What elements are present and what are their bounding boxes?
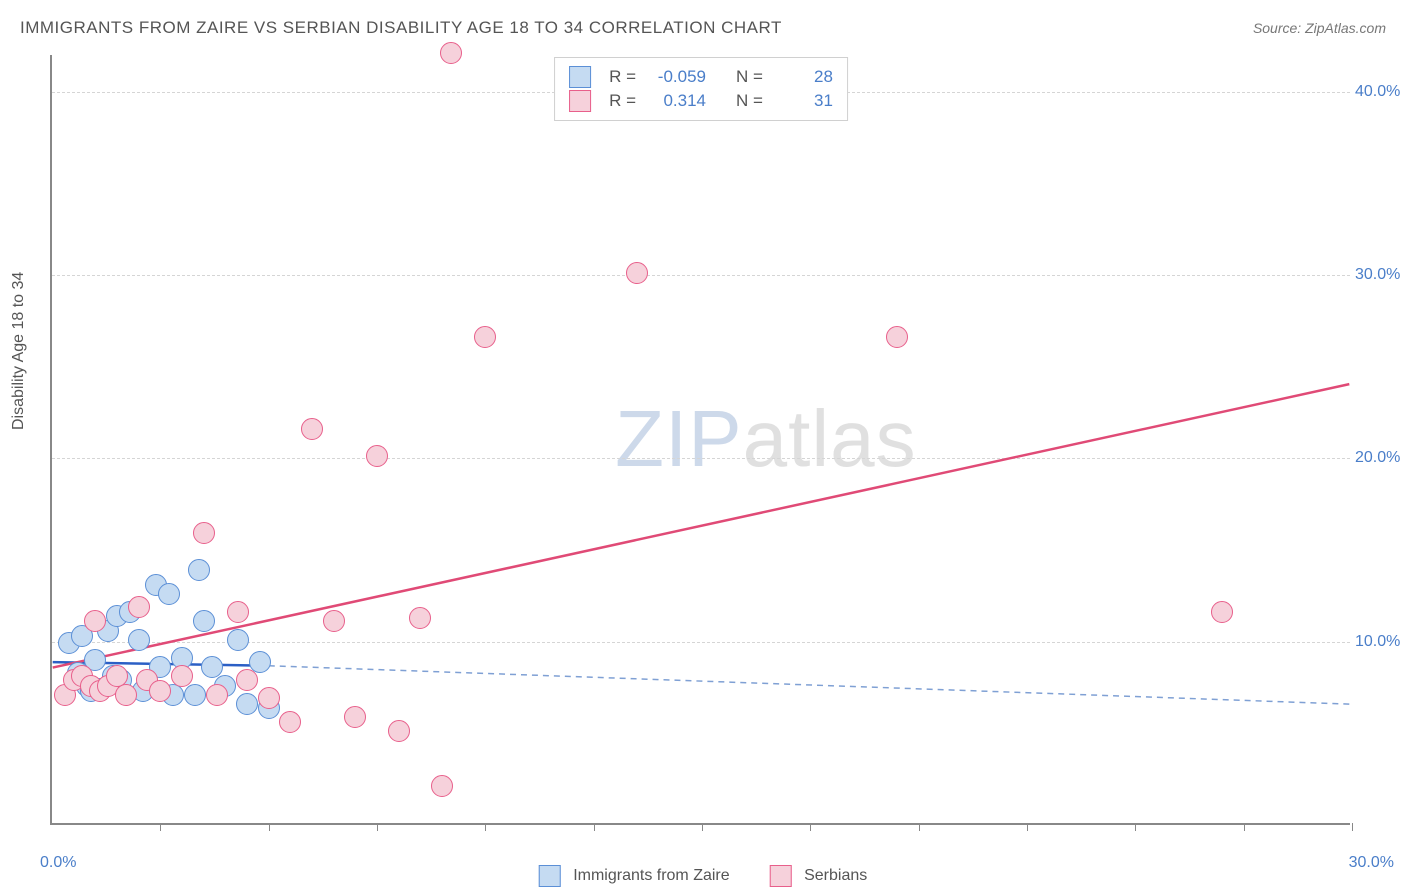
y-tick-label: 40.0% (1355, 83, 1406, 101)
data-point (149, 680, 171, 702)
data-point (409, 607, 431, 629)
data-point (344, 706, 366, 728)
data-point (323, 610, 345, 632)
source-attribution: Source: ZipAtlas.com (1253, 20, 1386, 36)
data-point (158, 583, 180, 605)
data-point (227, 601, 249, 623)
x-tick-mark (1135, 823, 1136, 831)
legend-swatch-series2 (569, 90, 591, 112)
legend-swatch-series1 (539, 865, 561, 887)
R-value-series1: -0.059 (646, 67, 706, 87)
y-tick-label: 30.0% (1355, 266, 1406, 284)
series-legend: Immigrants from Zaire Serbians (539, 865, 868, 887)
x-tick-mark (269, 823, 270, 831)
x-tick-mark (810, 823, 811, 831)
chart-title: IMMIGRANTS FROM ZAIRE VS SERBIAN DISABIL… (20, 18, 782, 38)
data-point (193, 522, 215, 544)
data-point (1211, 601, 1233, 623)
correlation-legend: R = -0.059 N = 28 R = 0.314 N = 31 (554, 57, 848, 121)
data-point (193, 610, 215, 632)
data-point (236, 693, 258, 715)
R-value-series2: 0.314 (646, 91, 706, 111)
data-point (440, 42, 462, 64)
x-tick-mark (160, 823, 161, 831)
data-point (366, 445, 388, 467)
N-label: N = (736, 67, 763, 87)
data-point (886, 326, 908, 348)
series1-name: Immigrants from Zaire (573, 867, 729, 884)
legend-swatch-series2 (770, 865, 792, 887)
x-tick-mark (1352, 823, 1353, 831)
x-tick-mark (594, 823, 595, 831)
data-point (236, 669, 258, 691)
data-point (431, 775, 453, 797)
data-point (188, 559, 210, 581)
R-label: R = (609, 67, 636, 87)
x-tick-mark (1244, 823, 1245, 831)
x-tick-mark (1027, 823, 1028, 831)
x-tick-mark (485, 823, 486, 831)
y-axis-label: Disability Age 18 to 34 (10, 272, 28, 430)
legend-swatch-series1 (569, 66, 591, 88)
data-point (128, 629, 150, 651)
data-point (626, 262, 648, 284)
data-point (184, 684, 206, 706)
plot-area: ZIPatlas 10.0%20.0%30.0%40.0% R = -0.059… (50, 55, 1350, 825)
N-value-series1: 28 (773, 67, 833, 87)
data-point (474, 326, 496, 348)
data-point (206, 684, 228, 706)
data-point (115, 684, 137, 706)
R-label: R = (609, 91, 636, 111)
data-point (258, 687, 280, 709)
y-tick-label: 10.0% (1355, 633, 1406, 651)
legend-row-series1: R = -0.059 N = 28 (569, 66, 833, 88)
x-tick-0: 0.0% (40, 854, 76, 872)
data-point (128, 596, 150, 618)
series2-name: Serbians (804, 867, 867, 884)
regression-line-solid (53, 384, 1350, 667)
data-point (84, 610, 106, 632)
x-tick-mark (702, 823, 703, 831)
legend-item-series1: Immigrants from Zaire (539, 865, 730, 887)
data-point (388, 720, 410, 742)
x-tick-30: 30.0% (1349, 854, 1394, 872)
x-tick-mark (919, 823, 920, 831)
legend-row-series2: R = 0.314 N = 31 (569, 90, 833, 112)
y-tick-label: 20.0% (1355, 449, 1406, 467)
data-point (301, 418, 323, 440)
N-value-series2: 31 (773, 91, 833, 111)
N-label: N = (736, 91, 763, 111)
legend-item-series2: Serbians (770, 865, 868, 887)
x-tick-mark (377, 823, 378, 831)
data-point (279, 711, 301, 733)
data-point (227, 629, 249, 651)
regression-line-dashed (269, 666, 1350, 704)
data-point (171, 665, 193, 687)
